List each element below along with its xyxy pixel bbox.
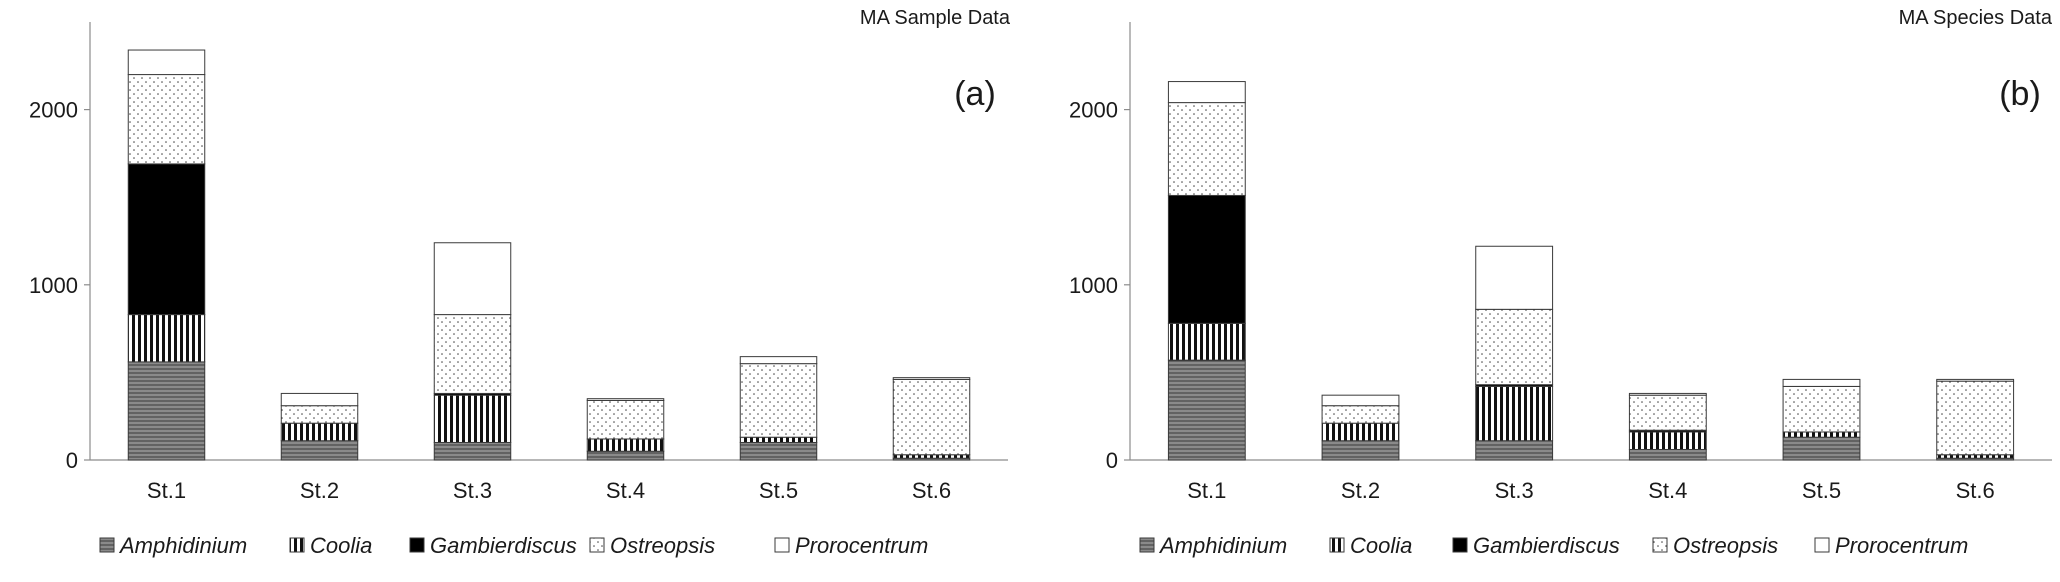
legend-swatch-ostreopsis [1652,537,1668,553]
bar-segment-prorocentrum [1782,378,1861,387]
bar-segment-coolia [586,438,665,452]
y-tick-label: 2000 [1069,98,1118,123]
bar-segment-ostreopsis [1167,102,1246,196]
legend-label-ostreopsis: Ostreopsis [1673,533,1778,558]
bar-segment-prorocentrum [433,242,512,316]
bar-segment-amphidinium [739,441,818,461]
bar-segment-coolia [1167,322,1246,361]
x-tick-label: St.6 [1956,478,1995,503]
legend-label-prorocentrum: Prorocentrum [1835,533,1968,558]
bar-segment-amphidinium [1782,436,1861,461]
bar-segment-ostreopsis [1475,308,1554,386]
legend-swatch-coolia [1329,537,1345,553]
y-tick-label: 0 [66,448,78,473]
bar-segment-coolia [280,422,359,442]
bar-segment-coolia [1936,454,2015,459]
bar-segment-ostreopsis [433,314,512,394]
bar-segment-prorocentrum [127,49,206,76]
bar-segment-prorocentrum [1628,392,1707,396]
bar-segment-amphidinium [280,440,359,461]
x-tick-label: St.1 [147,478,186,503]
bar-segment-amphidinium [1628,448,1707,461]
bar-segment-coolia [1782,431,1861,438]
legend-label-amphidinium: Amphidinium [1158,533,1287,558]
bar-segment-ostreopsis [586,399,665,440]
bar-segment-amphidinium [586,450,665,461]
bar-segment-coolia [433,394,512,443]
bar-segment-prorocentrum [280,392,359,407]
x-tick-label: St.5 [759,478,798,503]
legend-swatch-prorocentrum [1814,537,1830,553]
bar-segment-prorocentrum [739,356,818,365]
panel-label: (b) [1999,75,2041,113]
bar-segment-prorocentrum [892,377,971,380]
chart-panel-a: 0 1000 2000 St.1 St.2 St.3 St.4 St.5 St.6 MA Samp… [29,7,1011,558]
bar-segment-coolia [739,436,818,443]
x-tick-label: St.3 [1495,478,1534,503]
bar-segment-amphidinium [1475,440,1554,461]
bar-segment-coolia [1628,431,1707,450]
bar-segment-amphidinium [433,441,512,461]
y-tick-label: 1000 [29,273,78,298]
chart-title: MA Sample Data [860,7,1011,29]
legend-swatch-amphidinium [1139,537,1155,553]
x-tick-label: St.6 [912,478,951,503]
legend-swatch-gambierdiscus [409,537,425,553]
y-tick-label: 1000 [1069,273,1118,298]
legend-label-coolia: Coolia [1350,533,1412,558]
legend-swatch-gambierdiscus [1452,537,1468,553]
bar-segment-ostreopsis [892,378,971,456]
bar-segment-ostreopsis [1628,394,1707,431]
legend-swatch-coolia [289,537,305,553]
legend-label-ostreopsis: Ostreopsis [610,533,715,558]
legend-label-gambierdiscus: Gambierdiscus [1473,533,1620,558]
bar-segment-prorocentrum [1936,378,2015,382]
x-tick-label: St.3 [453,478,492,503]
bar-segment-coolia [127,314,206,363]
y-tick-label: 0 [1106,448,1118,473]
bar-segment-prorocentrum [1167,81,1246,104]
bar-segment-amphidinium [1167,359,1246,461]
bar-segment-ostreopsis [280,405,359,424]
bar-segment-coolia [1321,422,1400,442]
bar-segment-prorocentrum [1475,245,1554,310]
x-tick-label: St.2 [300,478,339,503]
bar-segment-gambierdiscus [127,163,206,316]
x-tick-label: St.5 [1802,478,1841,503]
bar-segment-ostreopsis [127,74,206,165]
bar-segment-ostreopsis [739,363,818,438]
bar-segment-coolia [892,454,971,459]
panel-label: (a) [954,75,996,113]
x-tick-label: St.2 [1341,478,1380,503]
x-tick-label: St.1 [1187,478,1226,503]
legend-label-amphidinium: Amphidinium [118,533,247,558]
legend-label-prorocentrum: Prorocentrum [795,533,928,558]
legend-swatch-prorocentrum [774,537,790,553]
bar-segment-ostreopsis [1321,405,1400,424]
bar-segment-ostreopsis [1782,385,1861,433]
bar-segment-ostreopsis [1936,380,2015,456]
bar-segment-prorocentrum [586,398,665,401]
legend-swatch-ostreopsis [589,537,605,553]
bar-segment-gambierdiscus [1167,194,1246,324]
chart-title: MA Species Data [1899,7,2053,29]
bar-segment-prorocentrum [1321,394,1400,407]
bar-segment-amphidinium [1321,440,1400,461]
x-tick-label: St.4 [606,478,645,503]
bar-segment-amphidinium [127,361,206,461]
bar-segment-coolia [1475,385,1554,442]
legend-swatch-amphidinium [99,537,115,553]
legend-label-gambierdiscus: Gambierdiscus [430,533,577,558]
legend-label-coolia: Coolia [310,533,372,558]
chart-panel-b: 0 1000 2000 St.1 St.2 St.3 St.4 St.5 St.6 MA Spec… [1069,7,2053,558]
y-tick-label: 2000 [29,98,78,123]
x-tick-label: St.4 [1648,478,1687,503]
